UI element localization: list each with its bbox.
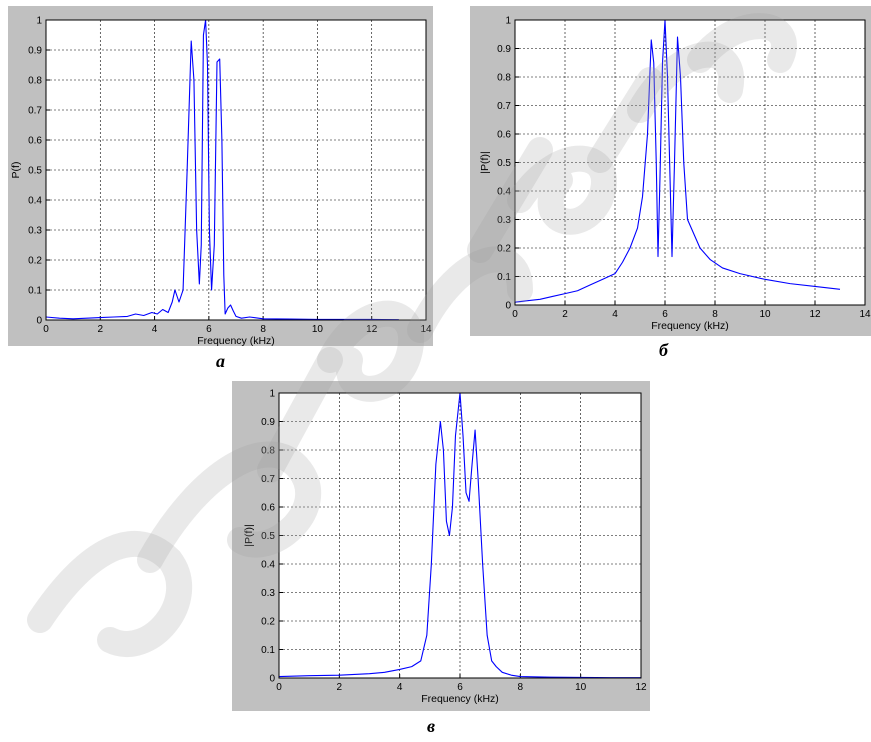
x-tick-label: 2: [337, 682, 343, 693]
plot-frame: [45, 19, 427, 321]
x-tick-label: 2: [98, 324, 104, 335]
x-tick-label: 0: [276, 682, 282, 693]
chart-panel-c: 0 2 4 6 8 10 12 0 0.1 0.2 0.3 0.4 0.5 0.6 0.7 0.8 0.9 1 Fr…: [232, 381, 650, 711]
y-axis-label: |P(f)|: [243, 524, 255, 546]
y-tick-label: 0.5: [497, 158, 511, 169]
x-tick-label: 12: [366, 324, 378, 335]
x-tick-label: 10: [759, 309, 771, 320]
x-tick-label: 14: [859, 309, 871, 320]
y-tick-label: 0.3: [28, 226, 42, 237]
chart-svg-a: 0 2 4 6 8 10 12 14 0 0.1 0.2 0.3 0.4 0.5 0.6 0.7 0.8 0.9 1…: [10, 16, 432, 347]
y-tick-label: 0.8: [497, 73, 511, 84]
series-line-0: [45, 19, 399, 321]
y-tick-label: 0.3: [261, 588, 275, 599]
y-tick-label: 0.9: [497, 44, 511, 55]
x-axis-label: Frequency (kHz): [197, 335, 275, 346]
y-tick-label: 0.7: [497, 101, 511, 112]
y-axis-label: P(f): [10, 162, 22, 179]
y-tick-label: 0: [269, 674, 275, 685]
x-tick-label: 8: [260, 324, 266, 335]
y-tick-label: 1: [269, 389, 275, 400]
y-tick-label: 0: [505, 301, 511, 312]
y-tick-label: 0.2: [261, 617, 275, 628]
y-tick-label: 0.8: [261, 446, 275, 457]
x-tick-label: 8: [712, 309, 718, 320]
y-tick-label: 0.7: [28, 106, 42, 117]
y-tick-label: 0.8: [28, 76, 42, 87]
y-axis-label: |P(f)|: [479, 151, 491, 173]
series-line-0: [514, 19, 841, 303]
y-tick-label: 0.7: [261, 474, 275, 485]
x-tick-label: 4: [397, 682, 403, 693]
y-tick-label: 0: [36, 316, 42, 327]
y-tick-label: 0.5: [261, 531, 275, 542]
y-tick-label: 0.1: [497, 272, 511, 283]
x-tick-label: 0: [43, 324, 49, 335]
x-tick-label: 6: [206, 324, 212, 335]
chart-panel-b: 0 2 4 6 8 10 12 14 0 0.1 0.2 0.3 0.4 0.5 0.6 0.7 0.8 0.9 1…: [470, 6, 871, 336]
plot-frame: [278, 392, 642, 679]
x-tick-label: 10: [575, 682, 587, 693]
y-tick-label: 0.3: [497, 215, 511, 226]
y-tick-label: 0.1: [261, 645, 275, 656]
y-tick-label: 1: [36, 16, 42, 27]
y-tick-label: 0.9: [28, 46, 42, 57]
y-tick-label: 0.5: [28, 166, 42, 177]
y-tick-label: 1: [505, 16, 511, 27]
x-tick-label: 12: [809, 309, 821, 320]
caption-b: б: [659, 340, 668, 360]
y-tick-label: 0.6: [28, 136, 42, 147]
x-tick-label: 2: [562, 309, 568, 320]
x-tick-label: 8: [518, 682, 524, 693]
chart-panel-a: 0 2 4 6 8 10 12 14 0 0.1 0.2 0.3 0.4 0.5 0.6 0.7 0.8 0.9 1…: [8, 6, 433, 346]
caption-a: а: [216, 351, 225, 371]
x-tick-label: 14: [420, 324, 432, 335]
x-tick-label: 4: [612, 309, 618, 320]
x-tick-label: 6: [662, 309, 668, 320]
x-axis-label: Frequency (kHz): [421, 693, 499, 705]
x-tick-label: 4: [152, 324, 158, 335]
y-tick-label: 0.2: [497, 244, 511, 255]
chart-svg-b: 0 2 4 6 8 10 12 14 0 0.1 0.2 0.3 0.4 0.5 0.6 0.7 0.8 0.9 1…: [479, 16, 871, 333]
y-tick-label: 0.2: [28, 256, 42, 267]
y-tick-label: 0.6: [497, 130, 511, 141]
plot-area: [515, 20, 865, 305]
y-tick-label: 0.4: [28, 196, 42, 207]
x-axis-label: Frequency (kHz): [651, 320, 729, 332]
y-tick-label: 0.9: [261, 417, 275, 428]
x-tick-label: 10: [312, 324, 324, 335]
x-tick-label: 12: [635, 682, 647, 693]
y-tick-label: 0.4: [261, 560, 275, 571]
y-tick-label: 0.6: [261, 503, 275, 514]
y-tick-label: 0.1: [28, 286, 42, 297]
x-tick-label: 0: [512, 309, 518, 320]
y-tick-label: 0.4: [497, 187, 511, 198]
x-tick-label: 6: [457, 682, 463, 693]
caption-c: в: [427, 716, 436, 736]
plot-frame: [514, 19, 866, 306]
chart-svg-c: 0 2 4 6 8 10 12 0 0.1 0.2 0.3 0.4 0.5 0.6 0.7 0.8 0.9 1 Fr…: [243, 389, 647, 706]
